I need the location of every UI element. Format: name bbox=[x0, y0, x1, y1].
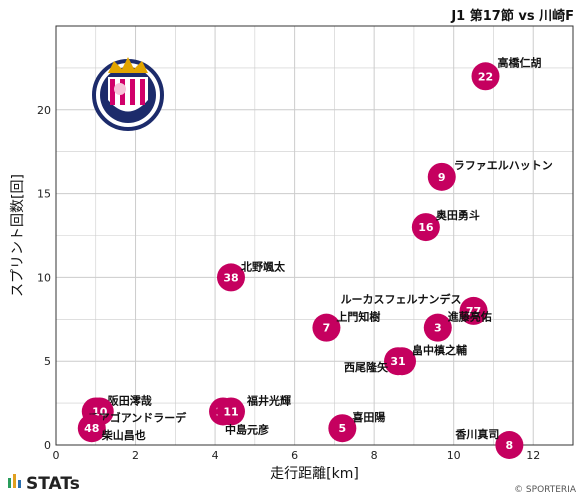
point-marker bbox=[471, 62, 500, 91]
y-axis-label: スプリント回数[回] bbox=[10, 174, 26, 297]
brand-bar-icon bbox=[13, 474, 16, 488]
point-marker bbox=[384, 347, 413, 376]
stats-brand: STATs bbox=[8, 474, 80, 494]
y-tick-labels: 0 5 10 15 20 bbox=[37, 104, 51, 452]
x-tick-labels: 0 2 4 6 8 10 12 bbox=[53, 449, 541, 462]
plot-frame bbox=[55, 25, 574, 446]
grid-lines bbox=[56, 26, 573, 445]
x-tick-label: 2 bbox=[132, 449, 139, 462]
data-point: 22 高橋仁胡 bbox=[471, 55, 542, 91]
point-number: 22 bbox=[478, 70, 493, 83]
point-number: 11 bbox=[223, 405, 238, 418]
point-marker bbox=[312, 313, 341, 342]
point-number: 31 bbox=[390, 355, 405, 368]
point-name: 喜田陽 bbox=[352, 410, 385, 424]
data-point: 77 ルーカスフェルナンデス bbox=[341, 292, 488, 325]
cerezo-osaka-crest-icon bbox=[92, 57, 164, 131]
point-number: 3 bbox=[434, 322, 442, 335]
point-name: ルーカスフェルナンデス bbox=[341, 292, 462, 306]
point-number: 5 bbox=[339, 422, 347, 435]
point-number: 8 bbox=[506, 439, 514, 452]
x-tick-label: 10 bbox=[447, 449, 461, 462]
point-name: 西尾隆矢 bbox=[344, 360, 389, 374]
point-marker bbox=[216, 263, 245, 292]
crest-stripe bbox=[140, 79, 145, 105]
data-points: 22高橋仁胡9ラファエルハットン16奥田勇斗38北野颯太77ルーカスフェルナンデ… bbox=[77, 55, 553, 459]
data-point: 5 喜田陽 bbox=[328, 410, 385, 443]
point-marker bbox=[459, 296, 488, 325]
data-point: 9 ラファエルハットン bbox=[427, 159, 553, 191]
point-name: 進藤亮佑 bbox=[448, 310, 492, 324]
point-marker bbox=[216, 397, 245, 426]
y-tick-label: 15 bbox=[37, 188, 51, 201]
crest-stripe bbox=[130, 79, 135, 105]
data-point: 7 上門知樹 bbox=[312, 310, 380, 342]
point-name: 柴山昌也 bbox=[101, 428, 146, 442]
y-tick-label: 10 bbox=[37, 271, 51, 284]
point-number: 7 bbox=[323, 322, 331, 335]
chart-title: J1 第17節 vs 川崎F bbox=[450, 8, 574, 24]
point-marker bbox=[423, 313, 452, 342]
data-point: 8 香川真司 bbox=[454, 427, 524, 459]
point-name: 高橋仁胡 bbox=[498, 55, 542, 69]
x-tick-label: 8 bbox=[371, 449, 378, 462]
point-name: 阪田澪哉 bbox=[108, 393, 152, 407]
brand-name: STATs bbox=[26, 474, 80, 494]
y-tick-label: 0 bbox=[44, 439, 51, 452]
point-name: チアゴアンドラーデ bbox=[88, 410, 188, 424]
point-number: 16 bbox=[418, 221, 434, 234]
point-marker bbox=[495, 431, 524, 459]
crest-blossom bbox=[114, 83, 126, 95]
data-point: 11 中島元彦 bbox=[216, 397, 269, 436]
point-name: 香川真司 bbox=[454, 427, 499, 441]
point-number: 77 bbox=[466, 305, 481, 318]
point-name: 奥田勇斗 bbox=[435, 208, 480, 222]
x-tick-label: 12 bbox=[526, 449, 540, 462]
point-name: 北野颯太 bbox=[241, 259, 286, 273]
point-marker bbox=[77, 414, 106, 443]
point-name: 中島元彦 bbox=[225, 422, 269, 436]
crest-crown bbox=[108, 57, 148, 73]
y-tick-label: 20 bbox=[37, 104, 51, 117]
point-number: 9 bbox=[438, 171, 446, 184]
x-axis-label: 走行距離[km] bbox=[270, 465, 359, 482]
point-marker bbox=[328, 414, 357, 443]
point-name: ラファエルハットン bbox=[454, 159, 553, 172]
brand-bar-icon bbox=[18, 480, 21, 488]
y-tick-label: 5 bbox=[44, 355, 51, 368]
x-tick-label: 0 bbox=[53, 449, 60, 462]
point-number: 38 bbox=[223, 271, 238, 284]
point-name: 畠中槙之輔 bbox=[412, 343, 467, 357]
point-marker bbox=[411, 213, 440, 242]
point-number: 48 bbox=[84, 422, 99, 435]
copyright-credit: © SPORTERIA bbox=[514, 485, 577, 495]
x-tick-label: 4 bbox=[212, 449, 219, 462]
crest-stripe bbox=[110, 79, 115, 105]
data-point: 3 進藤亮佑 bbox=[423, 310, 492, 342]
brand-bar-icon bbox=[8, 478, 11, 488]
point-name: 上門知樹 bbox=[336, 310, 380, 324]
point-marker bbox=[427, 162, 456, 191]
x-tick-label: 6 bbox=[291, 449, 298, 462]
point-name: 福井光輝 bbox=[246, 393, 291, 407]
